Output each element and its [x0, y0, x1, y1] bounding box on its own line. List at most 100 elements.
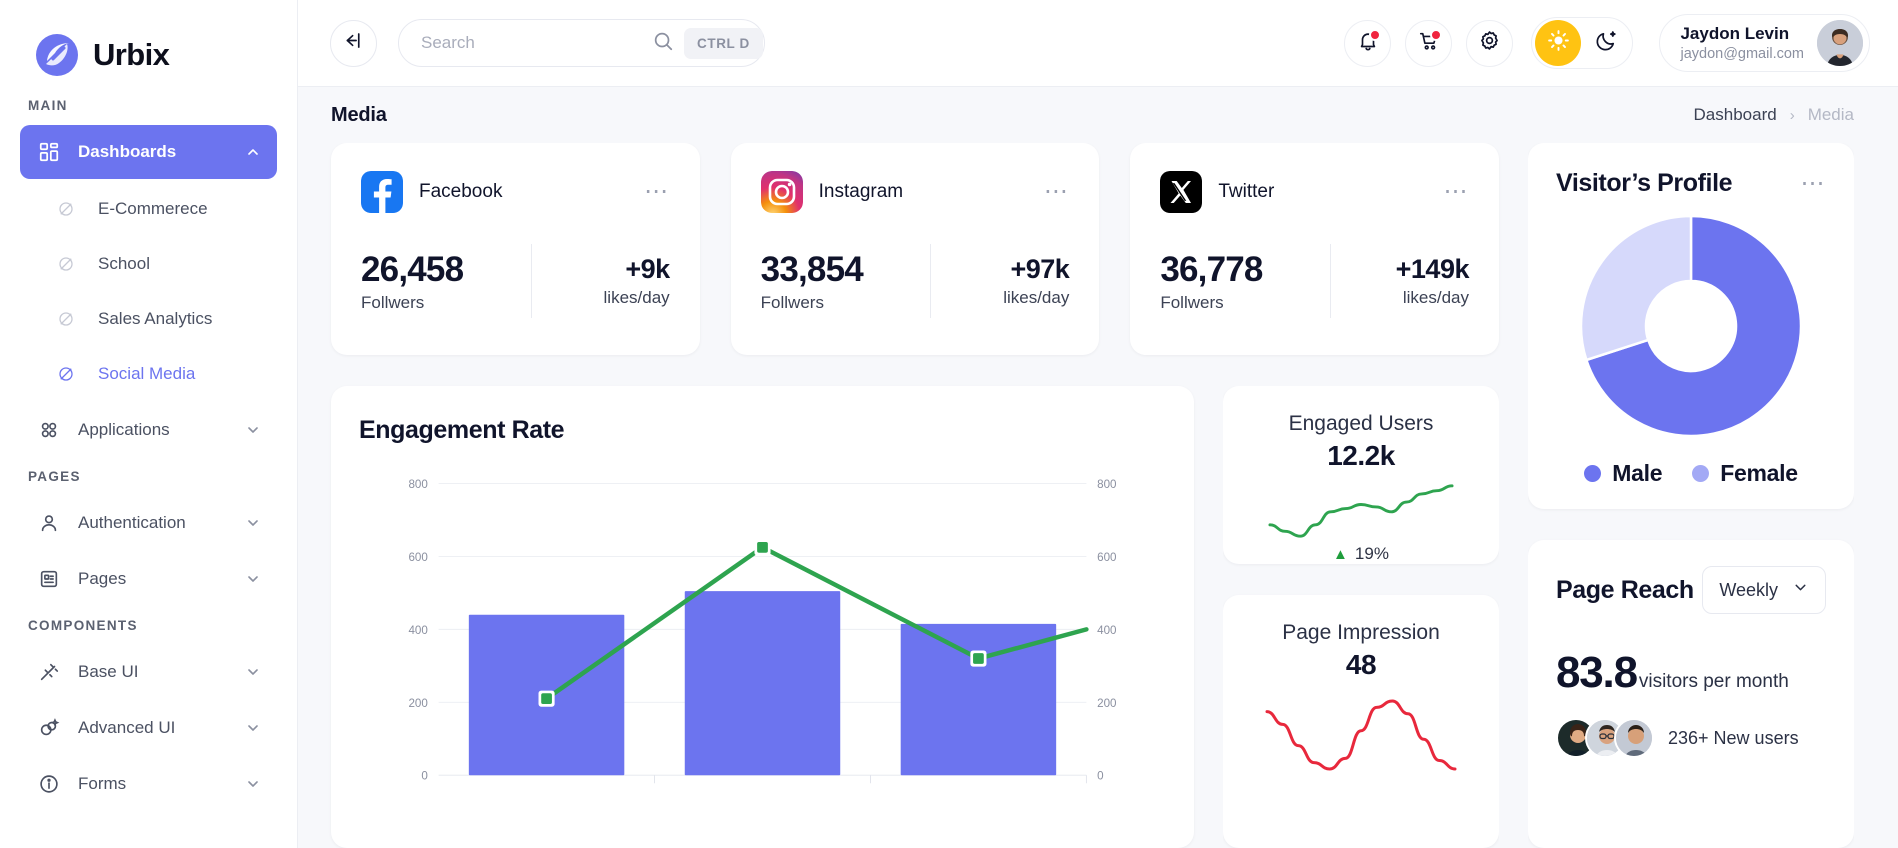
instagram-icon [760, 171, 803, 213]
more-options-icon[interactable]: ⋯ [1043, 178, 1070, 205]
social-card-name: Instagram [818, 181, 904, 202]
sidebar-item-pages-label: Pages [78, 569, 127, 588]
social-card-instagram: Instagram ⋯ 33,854 Follwers +97k likes/d… [730, 143, 1100, 355]
collapse-sidebar-arrow-icon [343, 30, 364, 56]
legend-item-female: Female [1692, 460, 1798, 487]
divider [1329, 244, 1331, 318]
svg-text:800: 800 [1097, 478, 1117, 491]
more-options-icon[interactable]: ⋯ [644, 178, 670, 205]
slash-circle-icon [56, 309, 76, 329]
sidebar-section-components-label: COMPONENTS [28, 618, 138, 633]
slash-circle-icon [56, 254, 76, 274]
search-input[interactable] [421, 33, 642, 53]
theme-light-option[interactable] [1535, 20, 1582, 66]
visitors-profile-card: Visitor’s Profile ⋯ Male Female [1528, 143, 1854, 509]
sidebar-item-sales-analytics[interactable]: Sales Analytics [20, 291, 277, 346]
right-column: Visitor’s Profile ⋯ Male Female [1528, 143, 1854, 848]
breadcrumb: Dashboard › Media [1694, 105, 1854, 125]
apps-four-circles-icon [36, 417, 62, 443]
card-body: 36,778 Follwers +149k likes/day [1160, 244, 1469, 318]
brand[interactable]: Urbix [0, 0, 297, 88]
sidebar-item-applications[interactable]: Applications [20, 403, 277, 457]
likes-label: likes/day [603, 288, 670, 307]
breadcrumb-separator-icon: › [1789, 106, 1795, 124]
search-shortcut-badge: CTRL D [684, 27, 763, 59]
likes-delta: +97k [1010, 254, 1070, 284]
social-card-facebook: Facebook ⋯ 26,458 Follwers +9k likes/day [331, 143, 700, 355]
visitors-donut-chart[interactable] [1571, 206, 1811, 446]
sidebar-item-school[interactable]: School [20, 236, 277, 291]
theme-toggle[interactable] [1531, 17, 1634, 69]
likes-block: +149k likes/day [1353, 254, 1470, 308]
engaged-users-sparkline [1268, 484, 1454, 538]
sun-icon [1547, 29, 1570, 57]
arrow-up-icon: ▲ [1333, 545, 1348, 563]
theme-dark-option[interactable] [1583, 20, 1629, 66]
sidebar-item-base-ui[interactable]: Base UI [20, 645, 277, 699]
collapse-sidebar-button[interactable] [330, 19, 377, 67]
svg-text:200: 200 [408, 697, 428, 710]
avatar-stack [1556, 718, 1654, 758]
chevron-down-icon [245, 776, 261, 792]
divider [930, 244, 932, 318]
notifications-badge [1369, 28, 1382, 41]
page-impression-sparkline [1265, 699, 1457, 771]
card-header: Twitter ⋯ [1160, 171, 1469, 213]
topbar: CTRL D [298, 0, 1898, 87]
cart-button[interactable] [1405, 19, 1453, 67]
sidebar-item-forms[interactable]: Forms [20, 757, 277, 811]
twitter-x-icon [1160, 171, 1203, 213]
urbix-swoosh-logo-icon [33, 31, 81, 79]
chevron-down-icon [245, 720, 261, 736]
chevron-down-icon [245, 664, 261, 680]
sidebar-item-dashboards-label: Dashboards [78, 142, 177, 161]
sidebar-item-dashboards[interactable]: Dashboards [20, 125, 277, 179]
notifications-button[interactable] [1344, 19, 1392, 67]
page-title: Media [331, 103, 387, 126]
settings-button[interactable] [1466, 19, 1514, 67]
stats-column: Engaged Users 12.2k ▲ 19% Page Impressio… [1223, 386, 1499, 848]
engagement-rate-chart[interactable]: 0 0 200 200 400 400 600 600 800 800 [359, 471, 1166, 811]
svg-text:400: 400 [1097, 624, 1117, 637]
divider [530, 244, 532, 318]
card-header: Facebook ⋯ [361, 171, 670, 213]
user-profile-menu[interactable]: Jaydon Levin jaydon@gmail.com [1659, 14, 1870, 72]
sidebar-item-school-label: School [98, 253, 150, 273]
page-reach-period-select[interactable]: Weekly [1702, 566, 1826, 614]
profile-name: Jaydon Levin [1680, 24, 1790, 44]
page-reach-period-value: Weekly [1719, 579, 1778, 600]
sidebar-item-e-commerece[interactable]: E-Commerece [20, 181, 277, 236]
engaged-users-title: Engaged Users [1288, 412, 1434, 435]
breadcrumb-dashboard[interactable]: Dashboard [1693, 105, 1777, 124]
profile-text: Jaydon Levin jaydon@gmail.com [1680, 23, 1804, 62]
svg-text:0: 0 [1097, 770, 1104, 783]
page-impression-card: Page Impression 48 [1223, 595, 1499, 848]
chevron-up-icon [245, 144, 261, 160]
sidebar-item-authentication-label: Authentication [78, 513, 186, 532]
sidebar-item-pages[interactable]: Pages [20, 552, 277, 606]
sidebar-item-social-media[interactable]: Social Media [20, 346, 277, 401]
sidebar: Urbix MAIN Dashboards E-Commerece [0, 0, 298, 848]
sidebar-item-forms-label: Forms [78, 774, 127, 793]
cart-badge [1430, 28, 1443, 41]
main-area: CTRL D [298, 0, 1898, 848]
moon-icon [1595, 29, 1618, 57]
likes-label: likes/day [1402, 288, 1469, 307]
social-card-name: Twitter [1218, 181, 1275, 202]
more-options-icon[interactable]: ⋯ [1443, 178, 1469, 205]
followers-block: 33,854 Follwers [761, 249, 909, 312]
more-options-icon[interactable]: ⋯ [1800, 169, 1826, 197]
profile-email: jaydon@gmail.com [1680, 45, 1804, 62]
chevron-down-icon [245, 571, 261, 587]
card-header: Visitor’s Profile ⋯ [1556, 169, 1826, 198]
svg-text:0: 0 [421, 770, 428, 783]
search-container[interactable]: CTRL D [398, 19, 765, 67]
svg-text:600: 600 [408, 551, 428, 564]
card-body: 33,854 Follwers +97k likes/day [761, 244, 1070, 318]
followers-label: Follwers [1160, 292, 1224, 312]
page-reach-new-users: 236+ New users [1556, 718, 1826, 758]
sidebar-item-advanced-ui[interactable]: Advanced UI [20, 701, 277, 755]
followers-label: Follwers [361, 292, 425, 312]
sidebar-item-authentication[interactable]: Authentication [20, 496, 277, 550]
grid-dashboard-icon [36, 139, 62, 165]
